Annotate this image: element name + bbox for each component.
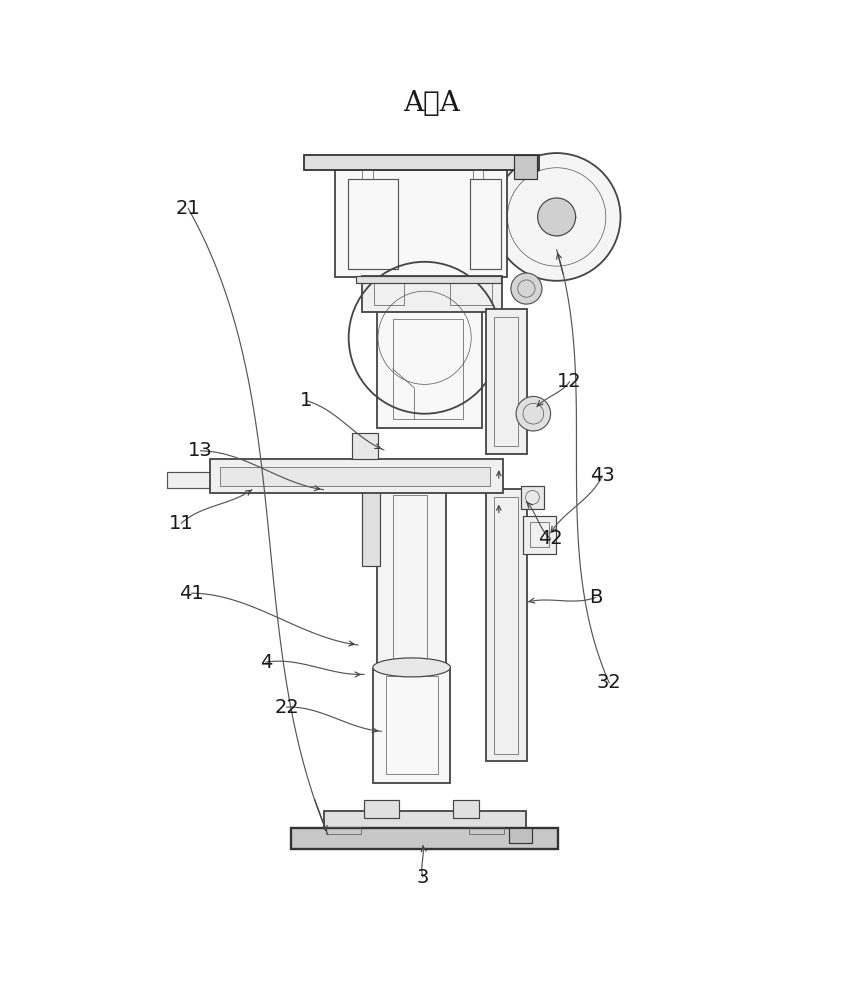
Bar [324, 811, 526, 830]
Bar [362, 170, 373, 179]
Text: 13: 13 [188, 441, 212, 460]
Bar [393, 319, 463, 419]
Bar [514, 155, 537, 179]
Bar [362, 276, 502, 312]
Bar [469, 827, 504, 834]
Bar [363, 490, 379, 566]
Text: 43: 43 [590, 466, 614, 485]
Bar [362, 489, 380, 566]
Text: 42: 42 [539, 529, 563, 548]
Circle shape [516, 396, 551, 431]
Bar [220, 467, 490, 486]
Bar [335, 170, 507, 277]
Text: 21: 21 [176, 199, 200, 218]
Bar [352, 433, 378, 459]
Bar [486, 489, 527, 761]
Bar [377, 310, 482, 428]
Bar [348, 179, 398, 269]
Bar [453, 800, 479, 818]
Bar [304, 155, 539, 170]
Bar [356, 276, 501, 283]
Circle shape [538, 198, 576, 236]
Bar [377, 486, 446, 674]
Bar [386, 676, 438, 774]
Bar [494, 497, 518, 754]
Text: B: B [589, 588, 602, 607]
Bar [374, 283, 404, 305]
Bar [293, 829, 557, 848]
Text: A－A: A－A [403, 90, 460, 117]
Ellipse shape [373, 658, 450, 677]
Bar [364, 800, 399, 818]
Bar [486, 309, 527, 454]
Bar [494, 317, 518, 446]
Bar [167, 472, 246, 488]
Bar [521, 486, 544, 509]
Bar [530, 522, 549, 547]
Text: 12: 12 [557, 372, 582, 391]
Bar [210, 459, 503, 493]
Bar [393, 495, 427, 666]
Circle shape [511, 273, 542, 304]
Bar [226, 459, 473, 492]
Text: 41: 41 [180, 584, 204, 603]
Text: 22: 22 [274, 698, 299, 717]
Bar [509, 828, 532, 843]
Bar [450, 283, 492, 305]
Bar [399, 310, 428, 390]
Text: 4: 4 [260, 653, 272, 672]
Bar [373, 669, 450, 783]
Circle shape [493, 153, 620, 281]
Bar [291, 828, 558, 849]
Bar [523, 516, 556, 554]
Text: 1: 1 [300, 391, 312, 410]
Bar [470, 179, 501, 269]
Bar [326, 827, 361, 834]
Bar [473, 170, 483, 179]
Text: 11: 11 [169, 514, 193, 533]
Text: 3: 3 [417, 868, 429, 887]
Text: 32: 32 [597, 673, 621, 692]
